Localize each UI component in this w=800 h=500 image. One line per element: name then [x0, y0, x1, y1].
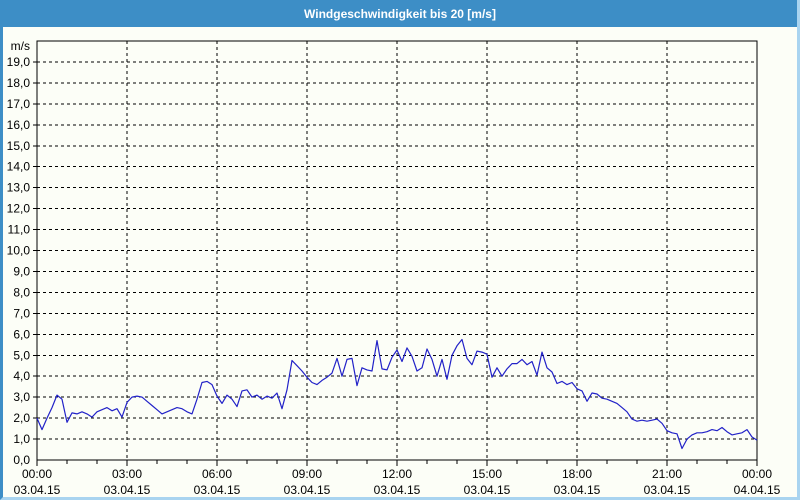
y-tick-label: 7,0 [13, 306, 30, 320]
window-title: Windgeschwindigkeit bis 20 [m/s] [304, 6, 496, 21]
y-tick-label: 8,0 [13, 285, 30, 299]
x-tick-date-label: 03.04.15 [284, 483, 331, 497]
wind-speed-line [36, 338, 758, 450]
y-tick-label: 13,0 [7, 181, 31, 195]
y-tick-label: 6,0 [13, 327, 30, 341]
y-tick-label: 3,0 [13, 390, 30, 404]
window-titlebar: Windgeschwindigkeit bis 20 [m/s] [3, 0, 797, 27]
x-tick-date-label: 03.04.15 [104, 483, 151, 497]
x-tick-time-label: 21:00 [652, 467, 682, 481]
y-tick-label: 19,0 [7, 55, 31, 69]
x-tick-date-label: 04.04.15 [734, 483, 781, 497]
x-tick-time-label: 12:00 [382, 467, 412, 481]
y-tick-label: 14,0 [7, 160, 31, 174]
x-tick-date-label: 03.04.15 [374, 483, 421, 497]
y-tick-label: 12,0 [7, 202, 31, 216]
y-tick-label: 15,0 [7, 139, 31, 153]
y-axis-unit-label: m/s [11, 39, 30, 53]
plot-border [36, 40, 758, 461]
y-tick-label: 11,0 [8, 223, 31, 237]
y-tick-label: 4,0 [13, 369, 30, 383]
x-tick-date-label: 03.04.15 [554, 483, 601, 497]
x-tick-time-label: 15:00 [472, 467, 502, 481]
x-tick-time-label: 03:00 [112, 467, 142, 481]
y-tick-label: 18,0 [7, 76, 31, 90]
y-tick-label: 9,0 [13, 264, 30, 278]
x-tick-time-label: 09:00 [292, 467, 322, 481]
x-tick-time-label: 06:00 [202, 467, 232, 481]
x-tick-time-label: 00:00 [22, 467, 52, 481]
y-tick-label: 5,0 [13, 348, 30, 362]
y-tick-label: 17,0 [7, 97, 31, 111]
x-tick-time-label: 00:00 [742, 467, 772, 481]
y-tick-label: 0,0 [13, 453, 30, 467]
y-tick-label: 2,0 [13, 411, 30, 425]
x-tick-date-label: 03.04.15 [14, 483, 61, 497]
wind-speed-chart: 0,0 1,0 2,0 3,0 4,0 5,0 6,0 7,0 8,0 9,0 10,0 11,0 12… [7, 39, 781, 497]
x-tick-date-label: 03.04.15 [644, 483, 691, 497]
y-tick-label: 1,0 [13, 432, 30, 446]
x-tick-date-label: 03.04.15 [464, 483, 511, 497]
x-tick-time-label: 18:00 [562, 467, 592, 481]
y-tick-label: 16,0 [7, 118, 31, 132]
x-tick-date-label: 03.04.15 [194, 483, 241, 497]
y-tick-label: 10,0 [7, 244, 31, 258]
